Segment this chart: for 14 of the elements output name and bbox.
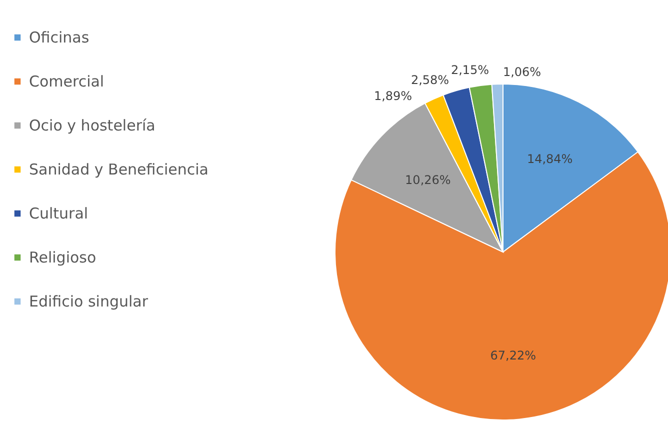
legend-label: Oficinas xyxy=(29,28,90,46)
data-label: 2,58% xyxy=(410,73,450,87)
data-label: 2,15% xyxy=(450,63,490,77)
legend-label: Comercial xyxy=(29,72,104,90)
legend-label: Sanidad y Beneficiencia xyxy=(29,160,208,178)
data-label: 1,89% xyxy=(374,89,412,103)
data-label: 10,26% xyxy=(405,172,451,187)
data-label: 67,22% xyxy=(490,348,536,363)
legend-label: Cultural xyxy=(29,204,88,222)
legend-label: Ocio y hostelería xyxy=(29,116,156,134)
legend-label: Edificio singular xyxy=(29,292,149,310)
data-label: 14,84% xyxy=(526,152,573,166)
legend-label: Religioso xyxy=(29,248,96,266)
data-label: 1,06% xyxy=(502,65,542,79)
